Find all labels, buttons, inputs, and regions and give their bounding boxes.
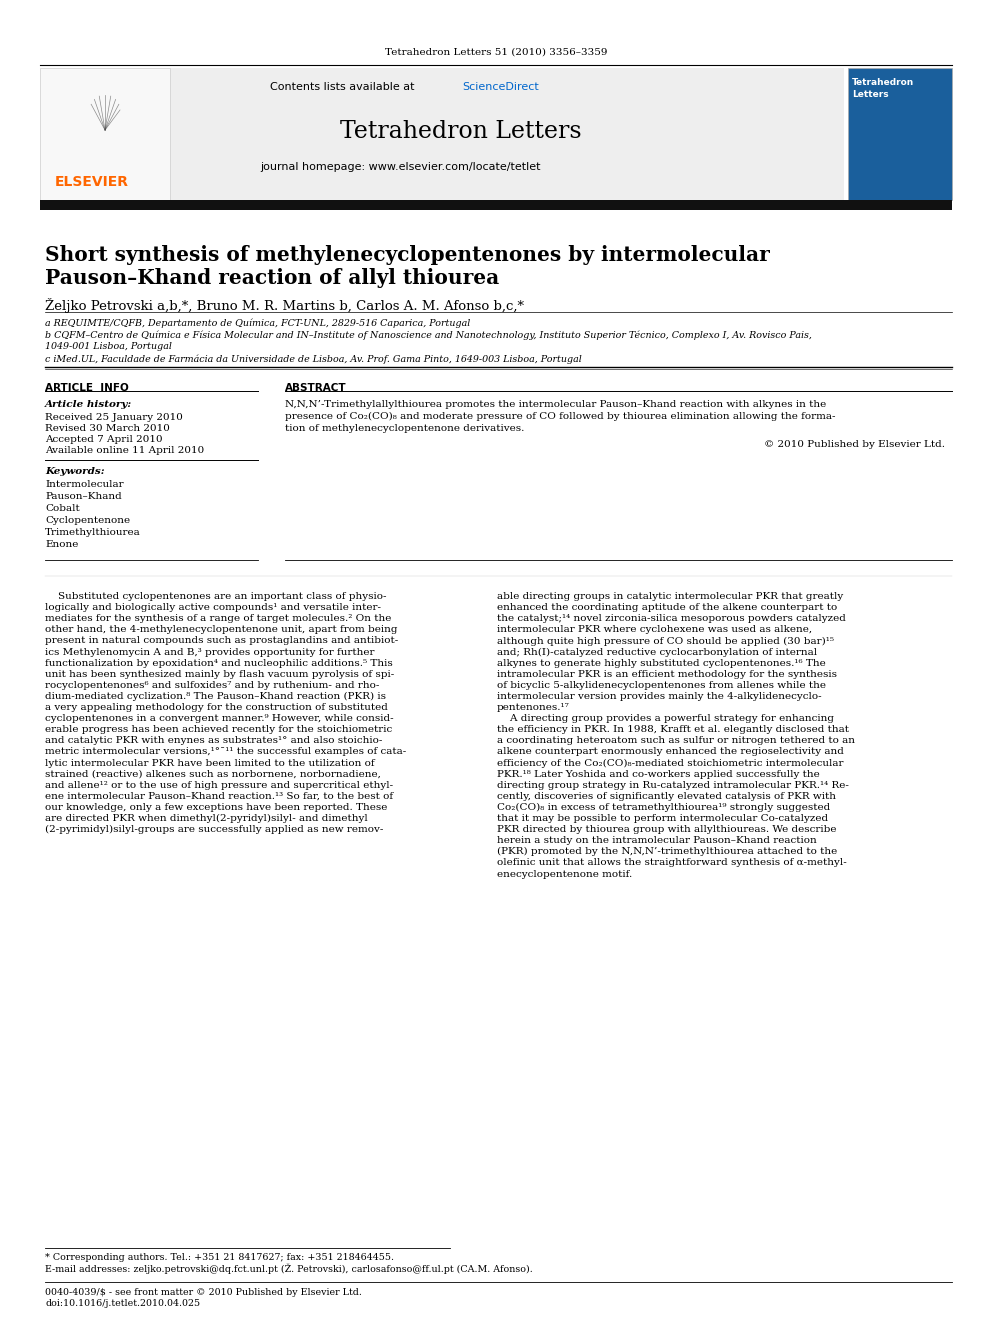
Text: that it may be possible to perform intermolecular Co-catalyzed: that it may be possible to perform inter… (497, 814, 828, 823)
Text: unit has been synthesized mainly by flash vacuum pyrolysis of spi-: unit has been synthesized mainly by flas… (45, 669, 394, 679)
Bar (40, 67, 170, 200)
Text: Article history:: Article history: (45, 400, 132, 409)
Text: logically and biologically active compounds¹ and versatile inter-: logically and biologically active compou… (45, 603, 381, 613)
Text: Short synthesis of methylenecyclopentenones by intermolecular: Short synthesis of methylenecyclopenteno… (45, 245, 770, 265)
Text: able directing groups in catalytic intermolecular PKR that greatly: able directing groups in catalytic inter… (497, 591, 843, 601)
Bar (170, 67, 844, 200)
Text: Revised 30 March 2010: Revised 30 March 2010 (45, 423, 170, 433)
Text: directing group strategy in Ru-catalyzed intramolecular PKR.¹⁴ Re-: directing group strategy in Ru-catalyzed… (497, 781, 849, 790)
Text: Tetrahedron Letters 51 (2010) 3356–3359: Tetrahedron Letters 51 (2010) 3356–3359 (385, 48, 607, 57)
Text: ScienceDirect: ScienceDirect (462, 82, 539, 93)
Text: A directing group provides a powerful strategy for enhancing: A directing group provides a powerful st… (497, 714, 834, 724)
Text: (2-pyrimidyl)silyl-groups are successfully applied as new remov-: (2-pyrimidyl)silyl-groups are successful… (45, 826, 383, 835)
Text: Contents lists available at: Contents lists available at (270, 82, 418, 93)
Text: and catalytic PKR with enynes as substrates¹° and also stoichio-: and catalytic PKR with enynes as substra… (45, 737, 382, 745)
Text: intermolecular version provides mainly the 4-alkylidenecyclo-: intermolecular version provides mainly t… (497, 692, 821, 701)
Text: our knowledge, only a few exceptions have been reported. These: our knowledge, only a few exceptions hav… (45, 803, 387, 812)
Text: strained (reactive) alkenes such as norbornene, norbornadiene,: strained (reactive) alkenes such as norb… (45, 770, 381, 779)
Bar (40, 200, 952, 210)
Text: dium-mediated cyclization.⁸ The Pauson–Khand reaction (PKR) is: dium-mediated cyclization.⁸ The Pauson–K… (45, 692, 386, 701)
Text: olefinic unit that allows the straightforward synthesis of α-methyl-: olefinic unit that allows the straightfo… (497, 859, 847, 868)
Text: of bicyclic 5-alkylidenecyclopentenones from allenes while the: of bicyclic 5-alkylidenecyclopentenones … (497, 681, 826, 689)
Text: and allene¹² or to the use of high pressure and supercritical ethyl-: and allene¹² or to the use of high press… (45, 781, 393, 790)
Text: Letters: Letters (852, 90, 889, 99)
Text: doi:10.1016/j.tetlet.2010.04.025: doi:10.1016/j.tetlet.2010.04.025 (45, 1299, 200, 1308)
Text: * Corresponding authors. Tel.: +351 21 8417627; fax: +351 218464455.: * Corresponding authors. Tel.: +351 21 8… (45, 1253, 394, 1262)
Text: efficiency of the Co₂(CO)₈-mediated stoichiometric intermolecular: efficiency of the Co₂(CO)₈-mediated stoi… (497, 758, 843, 767)
Text: PKR directed by thiourea group with allylthioureas. We describe: PKR directed by thiourea group with ally… (497, 826, 836, 833)
Text: Trimethylthiourea: Trimethylthiourea (45, 528, 141, 537)
Text: Substituted cyclopentenones are an important class of physio-: Substituted cyclopentenones are an impor… (45, 591, 387, 601)
Text: Accepted 7 April 2010: Accepted 7 April 2010 (45, 435, 163, 445)
Text: alkene counterpart enormously enhanced the regioselectivity and: alkene counterpart enormously enhanced t… (497, 747, 844, 757)
Text: presence of Co₂(CO)₈ and moderate pressure of CO followed by thiourea eliminatio: presence of Co₂(CO)₈ and moderate pressu… (285, 411, 835, 421)
Text: a REQUIMTE/CQFB, Departamento de Química, FCT-UNL, 2829-516 Caparica, Portugal: a REQUIMTE/CQFB, Departamento de Química… (45, 318, 470, 328)
Text: tion of methylenecyclopentenone derivatives.: tion of methylenecyclopentenone derivati… (285, 423, 525, 433)
Text: © 2010 Published by Elsevier Ltd.: © 2010 Published by Elsevier Ltd. (764, 441, 945, 448)
Text: ics Methylenomycin A and B,³ provides opportunity for further: ics Methylenomycin A and B,³ provides op… (45, 647, 375, 656)
Text: enhanced the coordinating aptitude of the alkene counterpart to: enhanced the coordinating aptitude of th… (497, 603, 837, 613)
Text: Enone: Enone (45, 540, 78, 549)
Text: 1049-001 Lisboa, Portugal: 1049-001 Lisboa, Portugal (45, 343, 172, 351)
Text: Keywords:: Keywords: (45, 467, 104, 476)
Text: Available online 11 April 2010: Available online 11 April 2010 (45, 446, 204, 455)
Text: Cobalt: Cobalt (45, 504, 79, 513)
Text: cyclopentenones in a convergent manner.⁹ However, while consid-: cyclopentenones in a convergent manner.⁹… (45, 714, 394, 724)
Text: herein a study on the intramolecular Pauson–Khand reaction: herein a study on the intramolecular Pau… (497, 836, 816, 845)
Text: mediates for the synthesis of a range of target molecules.² On the: mediates for the synthesis of a range of… (45, 614, 392, 623)
Text: b CQFM–Centro de Química e Física Molecular and IN–Institute of Nanoscience and : b CQFM–Centro de Química e Física Molecu… (45, 329, 811, 340)
Text: the efficiency in PKR. In 1988, Krafft et al. elegantly disclosed that: the efficiency in PKR. In 1988, Krafft e… (497, 725, 849, 734)
Text: metric intermolecular versions,¹°ˉ¹¹ the successful examples of cata-: metric intermolecular versions,¹°ˉ¹¹ the… (45, 747, 407, 757)
Text: E-mail addresses: zeljko.petrovski@dq.fct.unl.pt (Ž. Petrovski), carlosafonso@ff: E-mail addresses: zeljko.petrovski@dq.fc… (45, 1263, 533, 1274)
Text: (PKR) promoted by the N,N,N’-trimethylthiourea attached to the: (PKR) promoted by the N,N,N’-trimethylth… (497, 847, 837, 856)
Text: lytic intermolecular PKR have been limited to the utilization of: lytic intermolecular PKR have been limit… (45, 758, 375, 767)
Text: enecyclopentenone motif.: enecyclopentenone motif. (497, 869, 632, 878)
Text: ARTICLE  INFO: ARTICLE INFO (45, 382, 129, 393)
Text: and; Rh(I)-catalyzed reductive cyclocarbonylation of internal: and; Rh(I)-catalyzed reductive cyclocarb… (497, 647, 817, 656)
Text: Intermolecular: Intermolecular (45, 480, 124, 490)
Text: although quite high pressure of CO should be applied (30 bar)¹⁵: although quite high pressure of CO shoul… (497, 636, 834, 646)
Text: Co₂(CO)₈ in excess of tetramethylthiourea¹⁹ strongly suggested: Co₂(CO)₈ in excess of tetramethylthioure… (497, 803, 830, 812)
Text: Tetrahedron: Tetrahedron (852, 78, 915, 87)
Text: other hand, the 4-methylenecyclopentenone unit, apart from being: other hand, the 4-methylenecyclopentenon… (45, 626, 398, 634)
Text: Željko Petrovski a,b,*, Bruno M. R. Martins b, Carlos A. M. Afonso b,c,*: Željko Petrovski a,b,*, Bruno M. R. Mart… (45, 298, 524, 314)
Text: ene intermolecular Pauson–Khand reaction.¹³ So far, to the best of: ene intermolecular Pauson–Khand reaction… (45, 791, 393, 800)
Text: alkynes to generate highly substituted cyclopentenones.¹⁶ The: alkynes to generate highly substituted c… (497, 659, 825, 668)
Text: Cyclopentenone: Cyclopentenone (45, 516, 130, 525)
Text: erable progress has been achieved recently for the stoichiometric: erable progress has been achieved recent… (45, 725, 392, 734)
Text: a very appealing methodology for the construction of substituted: a very appealing methodology for the con… (45, 703, 388, 712)
Text: 0040-4039/$ - see front matter © 2010 Published by Elsevier Ltd.: 0040-4039/$ - see front matter © 2010 Pu… (45, 1289, 362, 1297)
Text: present in natural compounds such as prostaglandins and antibiot-: present in natural compounds such as pro… (45, 636, 398, 646)
Text: rocyclopentenones⁶ and sulfoxides⁷ and by ruthenium- and rho-: rocyclopentenones⁶ and sulfoxides⁷ and b… (45, 681, 379, 689)
Text: cently, discoveries of significantly elevated catalysis of PKR with: cently, discoveries of significantly ele… (497, 791, 836, 800)
Text: Pauson–Khand: Pauson–Khand (45, 492, 122, 501)
Text: the catalyst;¹⁴ novel zirconia-silica mesoporous powders catalyzed: the catalyst;¹⁴ novel zirconia-silica me… (497, 614, 846, 623)
Text: N,N,N’-Trimethylallylthiourea promotes the intermolecular Pauson–Khand reaction : N,N,N’-Trimethylallylthiourea promotes t… (285, 400, 826, 409)
Text: functionalization by epoxidation⁴ and nucleophilic additions.⁵ This: functionalization by epoxidation⁴ and nu… (45, 659, 393, 668)
Text: Tetrahedron Letters: Tetrahedron Letters (340, 120, 581, 143)
Text: ABSTRACT: ABSTRACT (285, 382, 346, 393)
Text: c iMed.UL, Faculdade de Farmácia da Universidade de Lisboa, Av. Prof. Gama Pinto: c iMed.UL, Faculdade de Farmácia da Univ… (45, 355, 581, 364)
Text: a coordinating heteroatom such as sulfur or nitrogen tethered to an: a coordinating heteroatom such as sulfur… (497, 737, 855, 745)
Text: journal homepage: www.elsevier.com/locate/tetlet: journal homepage: www.elsevier.com/locat… (260, 161, 541, 172)
Text: intramolecular PKR is an efficient methodology for the synthesis: intramolecular PKR is an efficient metho… (497, 669, 837, 679)
Text: Received 25 January 2010: Received 25 January 2010 (45, 413, 183, 422)
Text: are directed PKR when dimethyl(2-pyridyl)silyl- and dimethyl: are directed PKR when dimethyl(2-pyridyl… (45, 814, 368, 823)
Text: intermolecular PKR where cyclohexene was used as alkene,: intermolecular PKR where cyclohexene was… (497, 626, 812, 634)
Text: pentenones.¹⁷: pentenones.¹⁷ (497, 703, 569, 712)
Text: PKR.¹⁸ Later Yoshida and co-workers applied successfully the: PKR.¹⁸ Later Yoshida and co-workers appl… (497, 770, 819, 779)
Text: ELSEVIER: ELSEVIER (55, 175, 129, 189)
Text: Pauson–Khand reaction of allyl thiourea: Pauson–Khand reaction of allyl thiourea (45, 269, 499, 288)
Bar (848, 67, 952, 200)
